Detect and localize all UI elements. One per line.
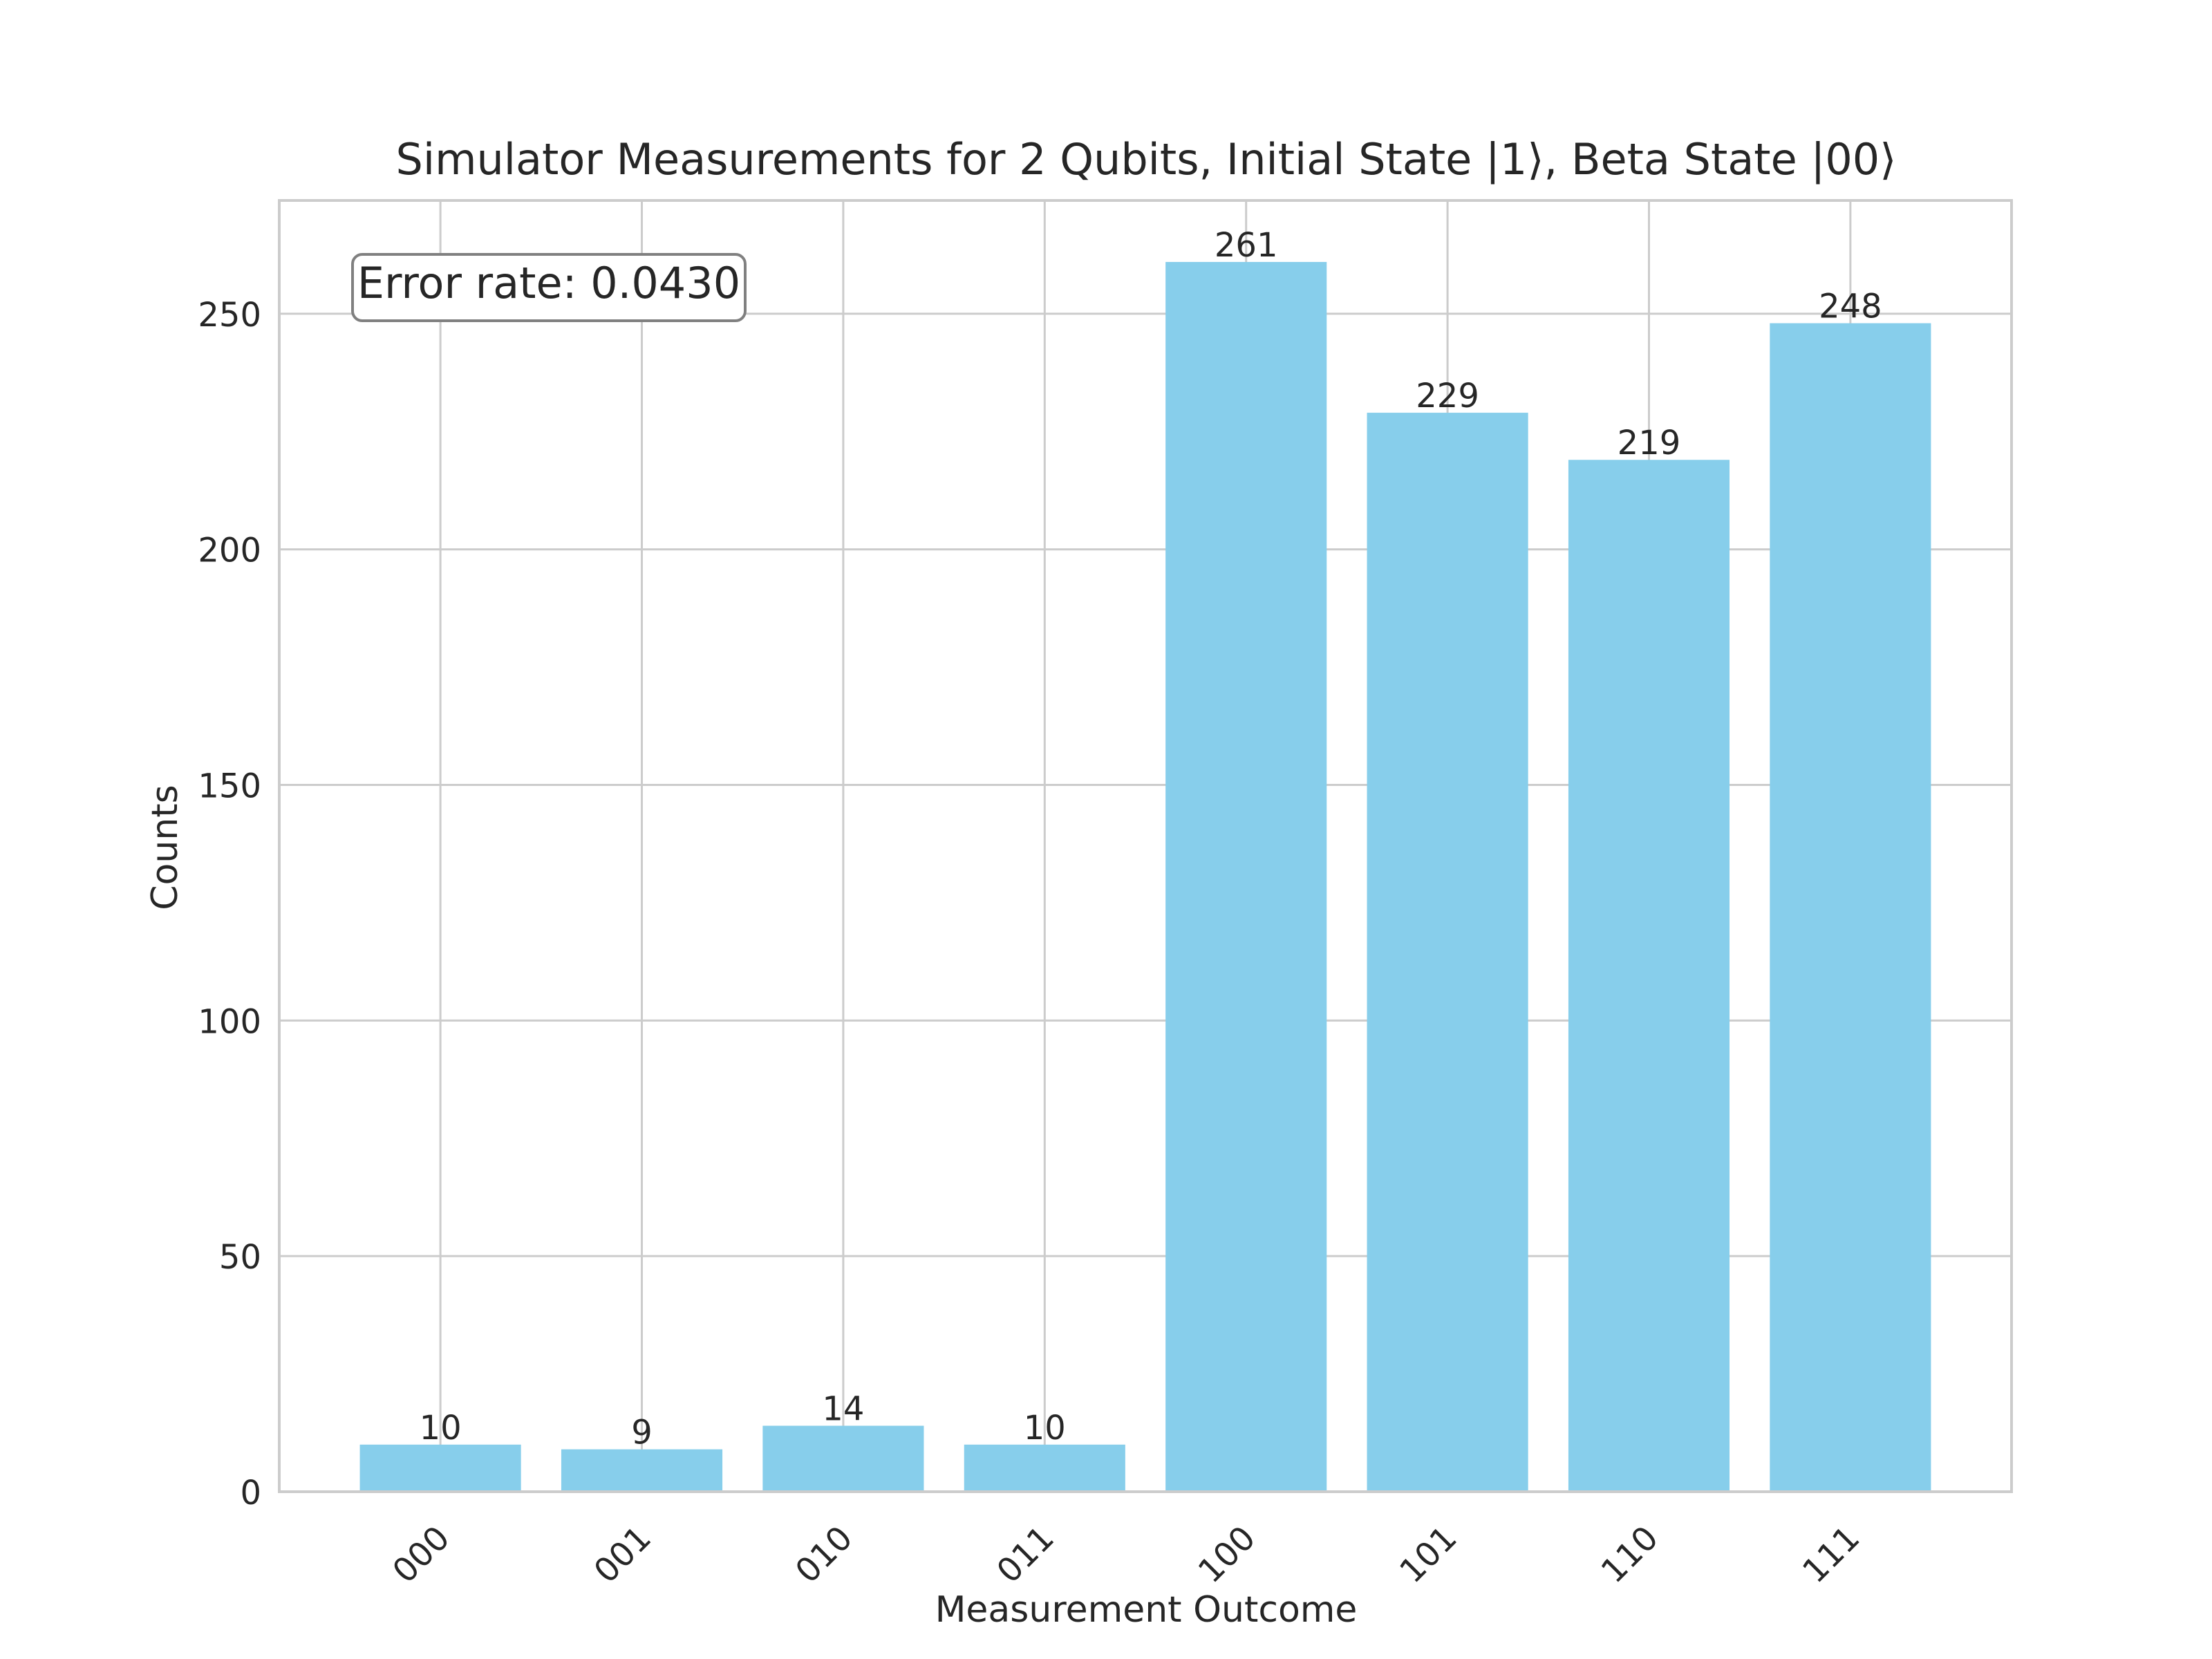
x-tick-label: 110	[1594, 1519, 1666, 1591]
bars	[359, 261, 1931, 1492]
y-tick-label: 0	[240, 1474, 261, 1512]
y-tick-label: 250	[198, 296, 261, 335]
bar-001	[561, 1449, 723, 1492]
bar-value-label: 261	[1215, 226, 1278, 265]
y-tick-label: 200	[198, 532, 261, 570]
bar-111	[1770, 323, 1931, 1492]
x-tick-label: 101	[1392, 1519, 1464, 1591]
bar-011	[964, 1444, 1125, 1492]
bar-000	[359, 1444, 521, 1492]
error-rate-annotation: Error rate: 0.0430	[351, 253, 747, 322]
bar-100	[1165, 261, 1327, 1492]
bar-110	[1568, 460, 1730, 1492]
bar-value-labels: 10 9 14 10 261 229 219 248	[420, 226, 1882, 1452]
x-axis-label: Measurement Outcome	[935, 1589, 1358, 1631]
bar-value-label: 10	[1024, 1409, 1066, 1447]
x-tick-label: 010	[788, 1519, 860, 1591]
bar-value-label: 10	[420, 1409, 462, 1447]
plot-area-frame	[278, 199, 2013, 1493]
x-axis-tick-labels: 000 001 010 011 100 101 110 111	[385, 1519, 1867, 1591]
bar-010	[762, 1425, 924, 1492]
x-tick-label: 100	[1191, 1519, 1263, 1591]
bar-value-label: 9	[631, 1414, 653, 1452]
x-tick-label: 111	[1795, 1519, 1867, 1591]
bar-value-label: 248	[1819, 288, 1882, 326]
x-tick-label: 011	[989, 1519, 1061, 1591]
y-tick-label: 150	[198, 767, 261, 806]
grid-lines	[279, 200, 2012, 1493]
bar-value-label: 229	[1416, 377, 1479, 415]
y-tick-label: 100	[198, 1002, 261, 1041]
bar-value-label: 219	[1618, 424, 1681, 462]
bar-101	[1367, 413, 1528, 1492]
y-axis-tick-labels: 0 50 100 150 200 250	[198, 296, 261, 1512]
chart-title: Simulator Measurements for 2 Qubits, Ini…	[396, 134, 1897, 185]
x-tick-label: 001	[587, 1519, 659, 1591]
y-axis-label: Counts	[144, 785, 186, 910]
x-tick-label: 000	[385, 1519, 457, 1591]
y-tick-label: 50	[219, 1238, 261, 1277]
bar-value-label: 14	[822, 1390, 864, 1429]
error-rate-text: Error rate: 0.0430	[357, 258, 740, 308]
